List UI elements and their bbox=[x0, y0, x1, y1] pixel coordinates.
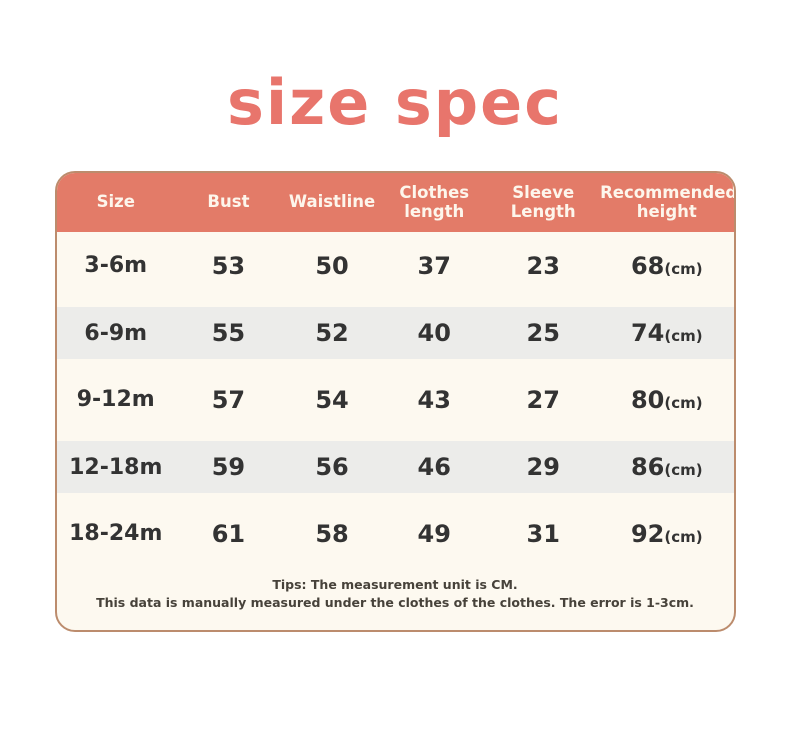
table-row: 18-24m 61 58 49 31 92(cm) bbox=[57, 500, 734, 567]
sleeve-length-cell: 25 bbox=[526, 319, 560, 348]
height-unit: (cm) bbox=[664, 461, 703, 480]
recommended-height-cell: 92(cm) bbox=[600, 520, 733, 548]
clothes-length-cell: 49 bbox=[417, 519, 451, 548]
bust-cell: 57 bbox=[211, 385, 246, 414]
height-value: 86 bbox=[630, 453, 665, 482]
height-unit: (cm) bbox=[664, 327, 703, 346]
page-title: size spec bbox=[227, 66, 563, 139]
clothes-length-cell: 40 bbox=[417, 319, 451, 348]
table-row: 12-18m 59 56 46 29 86(cm) bbox=[56, 433, 734, 500]
sleeve-length-cell: 29 bbox=[526, 453, 560, 482]
recommended-height-cell: 80(cm) bbox=[600, 386, 733, 414]
tips-line-1: Tips: The measurement unit is CM. bbox=[272, 577, 518, 593]
size-cell: 3-6m bbox=[84, 253, 148, 279]
size-chart-card: Size Bust Waistline Clothes length Sleev… bbox=[54, 171, 736, 633]
sleeve-length-cell: 23 bbox=[526, 251, 560, 280]
waistline-cell: 50 bbox=[315, 251, 349, 280]
bust-cell: 61 bbox=[211, 519, 246, 548]
bust-cell: 53 bbox=[211, 251, 246, 280]
recommended-height-cell: 68(cm) bbox=[600, 252, 733, 280]
bust-cell: 59 bbox=[211, 453, 246, 482]
column-header-label: Recommended bbox=[600, 182, 736, 202]
clothes-length-cell: 37 bbox=[417, 251, 451, 280]
column-header-label: Clothes bbox=[399, 182, 470, 202]
column-header-waistline: Waistline bbox=[282, 192, 382, 212]
column-header-bust: Bust bbox=[175, 192, 282, 212]
bust-cell: 55 bbox=[211, 319, 246, 348]
sleeve-length-cell: 27 bbox=[526, 385, 560, 414]
height-value: 74 bbox=[630, 319, 665, 348]
tips-note: Tips: The measurement unit is CM. This d… bbox=[57, 567, 734, 630]
clothes-length-cell: 43 bbox=[417, 385, 451, 414]
clothes-length-cell: 46 bbox=[417, 453, 451, 482]
waistline-cell: 54 bbox=[315, 385, 349, 414]
height-value: 68 bbox=[630, 251, 665, 280]
waistline-cell: 58 bbox=[315, 519, 349, 548]
column-header-sleeve-length: Sleeve Length bbox=[486, 182, 600, 222]
waistline-cell: 52 bbox=[315, 319, 349, 348]
height-unit: (cm) bbox=[664, 259, 703, 278]
waistline-cell: 56 bbox=[315, 453, 349, 482]
column-header-label: length bbox=[404, 201, 465, 221]
table-header-row: Size Bust Waistline Clothes length Sleev… bbox=[56, 173, 736, 233]
height-value: 80 bbox=[630, 385, 665, 414]
column-header-label: Size bbox=[96, 192, 135, 212]
height-unit: (cm) bbox=[664, 527, 703, 546]
height-value: 92 bbox=[630, 519, 665, 548]
table-row: 3-6m 53 50 37 23 68(cm) bbox=[57, 232, 734, 299]
size-cell: 9-12m bbox=[76, 387, 155, 413]
column-header-clothes-length: Clothes length bbox=[382, 182, 486, 222]
recommended-height-cell: 74(cm) bbox=[600, 319, 733, 347]
size-cell: 18-24m bbox=[69, 521, 163, 547]
sleeve-length-cell: 31 bbox=[526, 519, 560, 548]
column-header-label: Bust bbox=[207, 192, 250, 212]
size-cell: 6-9m bbox=[84, 320, 148, 346]
recommended-height-cell: 86(cm) bbox=[600, 453, 733, 481]
table-row: 9-12m 57 54 43 27 80(cm) bbox=[57, 366, 734, 433]
column-header-size: Size bbox=[57, 192, 175, 212]
table-row: 6-9m 55 52 40 25 74(cm) bbox=[56, 299, 734, 366]
column-header-label: Length bbox=[510, 201, 576, 221]
column-header-label: Sleeve bbox=[512, 182, 575, 202]
tips-line-2: This data is manually measured under the… bbox=[96, 595, 694, 611]
column-header-label: height bbox=[636, 201, 697, 221]
column-header-label: Waistline bbox=[288, 192, 376, 212]
size-cell: 12-18m bbox=[69, 454, 163, 480]
column-header-recommended-height: Recommended height bbox=[600, 182, 736, 222]
height-unit: (cm) bbox=[664, 393, 703, 412]
